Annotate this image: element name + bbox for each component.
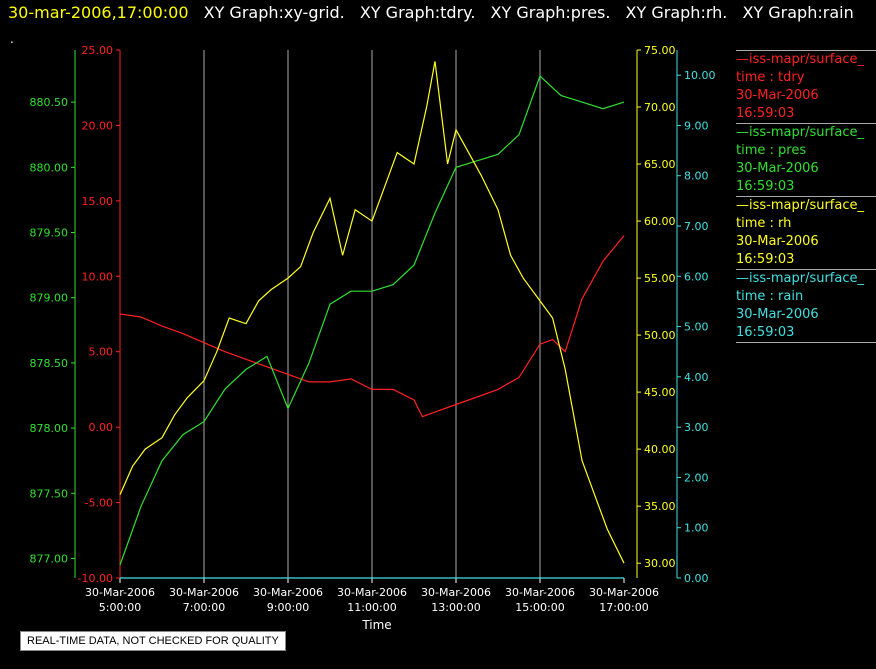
tdry-series-line [119,235,625,418]
tdry-tick-label: 20.00 [82,119,114,132]
legend-time: 16:59:03 [736,325,795,340]
tdry-tick-label: 15.00 [82,195,114,208]
x-tick-label-time: 17:00:00 [599,601,648,614]
graph-header: 30-mar-2006,17:00:00 XY Graph:xy-grid. X… [8,2,854,24]
legend-var: time : pres [736,143,807,158]
pres-tick-label: 878.50 [30,357,69,370]
rh-series-line [119,61,625,564]
legend-date: 30-Mar-2006 [736,307,819,322]
legend: —iss-mapr/surface_ time : tdry 30-Mar-20… [736,50,876,343]
x-tick-label-date: 30-Mar-2006 [589,586,659,599]
rain-tick-label: 8.00 [684,170,709,183]
legend-item-rh[interactable]: —iss-mapr/surface_ time : rh 30-Mar-2006… [736,196,876,269]
legend-time: 16:59:03 [736,106,795,121]
rh-tick-label: 75.00 [644,44,676,57]
rain-tick-label: 5.00 [684,321,709,334]
rh-tick-label: 50.00 [644,329,676,342]
legend-var: time : rh [736,216,792,231]
graph-label-rain[interactable]: XY Graph:rain [742,3,854,22]
x-axis-title: Time [361,618,391,632]
graph-label-pres[interactable]: XY Graph:pres. [490,3,611,22]
rain-tick-label: 10.00 [684,69,716,82]
tdry-tick-label: 25.00 [82,44,114,57]
rh-tick-label: 65.00 [644,158,676,171]
rh-tick-label: 45.00 [644,386,676,399]
pres-tick-label: 878.00 [30,422,69,435]
graph-label-tdry[interactable]: XY Graph:tdry. [359,3,476,22]
x-tick-label-date: 30-Mar-2006 [421,586,491,599]
axes: 30-Mar-2006 5:00:00 30-Mar-2006 7:00:00 30-M… [30,44,716,614]
quality-note: REAL-TIME DATA, NOT CHECKED FOR QUALITY [20,631,286,651]
tdry-tick-label: -5.00 [85,497,113,510]
graph-label-xy-grid[interactable]: XY Graph:xy-grid. [203,3,345,22]
legend-item-pres[interactable]: —iss-mapr/surface_ time : pres 30-Mar-20… [736,123,876,196]
legend-date: 30-Mar-2006 [736,161,819,176]
pres-tick-label: 880.50 [30,96,69,109]
rain-tick-label: 6.00 [684,270,709,283]
rain-tick-label: 9.00 [684,119,709,132]
tdry-tick-label: 10.00 [82,270,114,283]
tdry-tick-label: 0.00 [89,421,114,434]
x-tick-label-time: 11:00:00 [347,601,396,614]
pres-tick-label: 880.00 [30,161,69,174]
rh-tick-label: 70.00 [644,101,676,114]
grid-lines [203,50,541,578]
rh-tick-label: 55.00 [644,272,676,285]
legend-var: time : rain [736,289,804,304]
legend-source: —iss-mapr/surface_ [736,271,865,286]
x-tick-label-time: 9:00:00 [267,601,309,614]
rh-tick-label: 30.00 [644,557,676,570]
tdry-tick-label: 5.00 [89,346,114,359]
rain-tick-label: 2.00 [684,471,709,484]
legend-var: time : tdry [736,70,805,85]
rain-tick-label: 4.00 [684,371,709,384]
x-tick-label-time: 13:00:00 [431,601,480,614]
rain-tick-label: 1.00 [684,522,709,535]
legend-date: 30-Mar-2006 [736,234,819,249]
rain-tick-label: 7.00 [684,220,709,233]
legend-source: —iss-mapr/surface_ [736,52,865,67]
rh-tick-label: 60.00 [644,215,676,228]
rh-tick-label: 40.00 [644,443,676,456]
legend-time: 16:59:03 [736,252,795,267]
x-tick-label-time: 15:00:00 [515,601,564,614]
legend-source: —iss-mapr/surface_ [736,198,865,213]
rh-tick-label: 35.00 [644,500,676,513]
legend-time: 16:59:03 [736,179,795,194]
x-tick-label-date: 30-Mar-2006 [85,586,155,599]
x-tick-label-date: 30-Mar-2006 [505,586,575,599]
pres-tick-label: 879.00 [30,292,69,305]
x-tick-label-time: 7:00:00 [183,601,225,614]
pres-series-line [119,75,625,566]
pres-tick-label: 877.50 [30,487,69,500]
graph-label-rh[interactable]: XY Graph:rh. [625,3,728,22]
legend-item-tdry[interactable]: —iss-mapr/surface_ time : tdry 30-Mar-20… [736,50,876,123]
x-tick-label-date: 30-Mar-2006 [253,586,323,599]
pres-tick-label: 877.00 [30,552,69,565]
legend-date: 30-Mar-2006 [736,88,819,103]
legend-source: —iss-mapr/surface_ [736,125,865,140]
x-tick-label-time: 5:00:00 [99,601,141,614]
legend-item-rain[interactable]: —iss-mapr/surface_ time : rain 30-Mar-20… [736,269,876,343]
x-tick-label-date: 30-Mar-2006 [337,586,407,599]
rain-tick-label: 3.00 [684,421,709,434]
header-timestamp: 30-mar-2006,17:00:00 [8,3,189,22]
rain-tick-label: 0.00 [684,572,709,585]
pres-tick-label: 879.50 [30,227,69,240]
x-tick-label-date: 30-Mar-2006 [169,586,239,599]
tdry-tick-label: -10.00 [78,572,113,585]
plot-lines [119,61,625,579]
marker-dot: . [10,32,14,46]
